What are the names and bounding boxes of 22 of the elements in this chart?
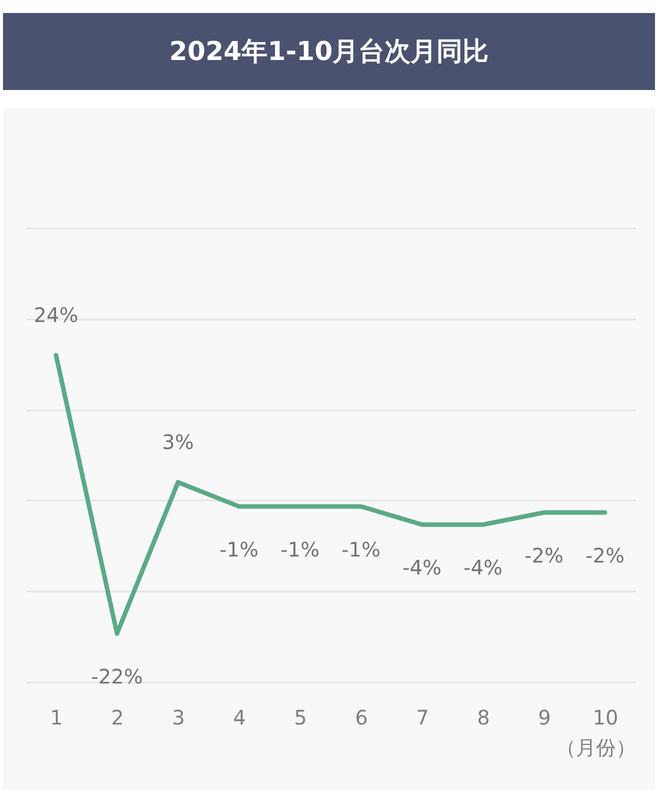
data-label: -1% — [220, 537, 258, 562]
x-tick-label: 7 — [416, 706, 429, 730]
data-label: -2% — [524, 544, 564, 568]
data-label: -22% — [91, 664, 143, 689]
data-label: 3% — [162, 430, 194, 454]
x-tick-label: 3 — [172, 706, 185, 730]
x-tick-label: 1 — [50, 706, 63, 730]
chart-title: 2024年1-10月台次月同比 — [3, 13, 655, 90]
x-tick-label: 5 — [294, 706, 307, 730]
data-label: -1% — [280, 537, 320, 562]
data-label: -4% — [402, 556, 442, 580]
x-tick-label: 8 — [477, 706, 490, 730]
x-tick-label: 9 — [538, 706, 551, 730]
x-tick-label: 10 — [592, 706, 618, 730]
data-label: -2% — [586, 544, 624, 568]
data-label: -4% — [464, 556, 502, 580]
data-label: -1% — [342, 537, 380, 562]
x-axis-title: （月份） — [556, 736, 636, 760]
x-tick-label: 2 — [111, 706, 124, 730]
data-label: 24% — [34, 303, 78, 328]
x-tick-label: 6 — [355, 706, 368, 730]
x-tick-label: 4 — [233, 706, 246, 730]
